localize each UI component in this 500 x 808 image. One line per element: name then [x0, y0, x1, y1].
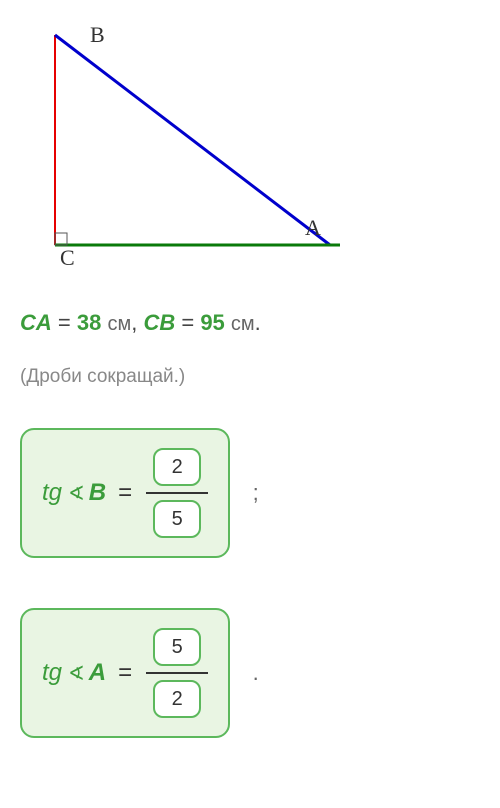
cb-value: 95: [200, 310, 224, 335]
terminator-b: ;: [253, 480, 259, 505]
angle-letter-b: B: [89, 479, 106, 507]
denominator-input-b[interactable]: 5: [153, 500, 201, 538]
eq1: =: [52, 310, 77, 335]
fraction-line-b: [146, 492, 208, 494]
right-angle-marker: [55, 233, 67, 245]
cb-label: CB: [143, 310, 175, 335]
answer-row-a: tg ∢ A = 5 2 .: [20, 608, 480, 788]
fraction-b: 2 5: [146, 448, 208, 538]
terminator-a: .: [253, 660, 259, 685]
given-values: CA = 38 см, CB = 95 см.: [20, 310, 480, 336]
instruction-text: (Дроби сокращай.): [20, 366, 480, 388]
angle-symbol-a: ∢: [68, 661, 85, 686]
angle-symbol-b: ∢: [68, 481, 85, 506]
equals-a: =: [118, 659, 132, 687]
tg-label-b: tg: [42, 479, 62, 507]
answer-box-a: tg ∢ A = 5 2: [20, 608, 230, 738]
equals-b: =: [118, 479, 132, 507]
ca-value: 38: [77, 310, 101, 335]
answer-box-b: tg ∢ B = 2 5: [20, 428, 230, 558]
fraction-line-a: [146, 672, 208, 674]
tg-label-a: tg: [42, 659, 62, 687]
fraction-a: 5 2: [146, 628, 208, 718]
angle-letter-a: A: [89, 659, 106, 687]
triangle-svg: B C A: [20, 20, 350, 275]
vertex-a-label: A: [305, 215, 321, 240]
eq2: =: [175, 310, 200, 335]
vertex-c-label: C: [60, 245, 75, 270]
numerator-input-a[interactable]: 5: [153, 628, 201, 666]
vertex-b-label: B: [90, 22, 105, 47]
edge-ba: [55, 35, 330, 245]
triangle-diagram: B C A: [20, 20, 480, 280]
answer-row-b: tg ∢ B = 2 5 ;: [20, 428, 480, 608]
ca-unit: см: [107, 313, 131, 335]
denominator-input-a[interactable]: 2: [153, 680, 201, 718]
ca-label: CA: [20, 310, 52, 335]
numerator-input-b[interactable]: 2: [153, 448, 201, 486]
cb-unit: см: [231, 313, 255, 335]
